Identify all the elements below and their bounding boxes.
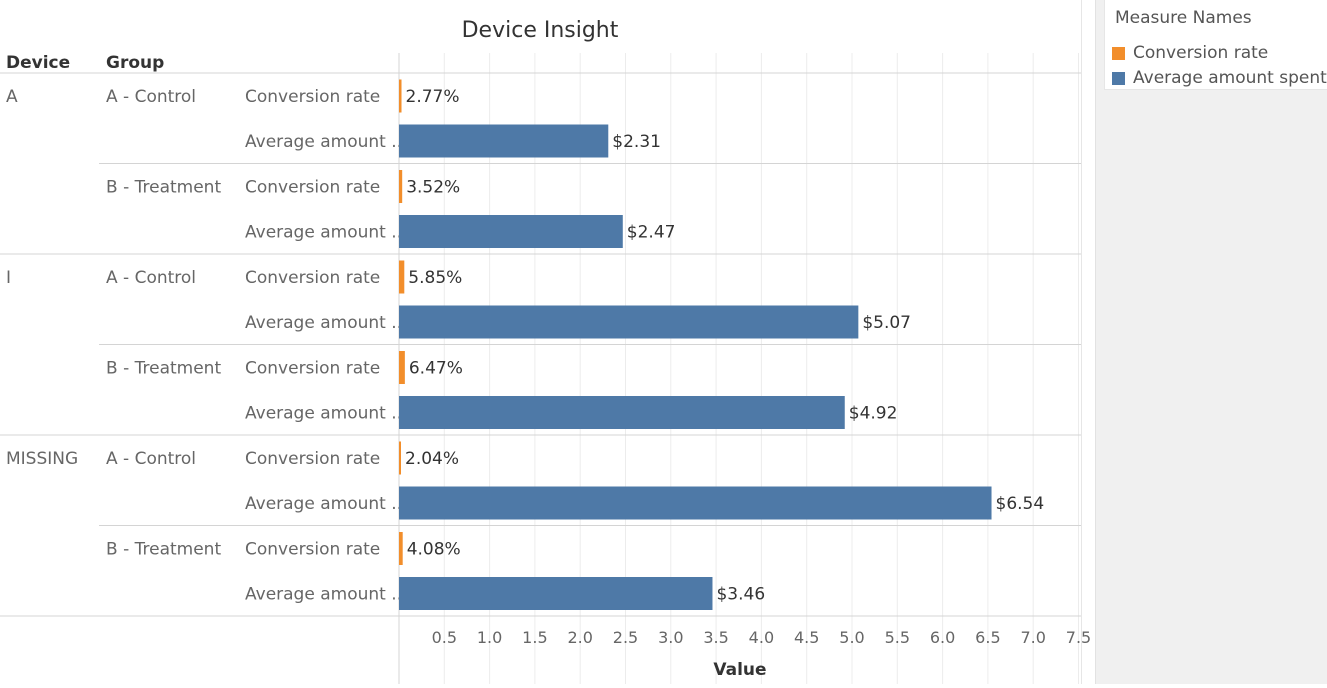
data-label: 3.52% bbox=[406, 178, 460, 198]
measure-label: Conversion rate bbox=[245, 87, 380, 107]
group-label: A - Control bbox=[106, 268, 196, 288]
x-tick-label: 0.5 bbox=[432, 628, 457, 647]
measure-label: Average amount .. bbox=[245, 313, 402, 333]
bar[interactable] bbox=[399, 351, 405, 384]
measure-label: Conversion rate bbox=[245, 178, 380, 198]
bar[interactable] bbox=[399, 305, 859, 339]
data-label: 6.47% bbox=[409, 359, 463, 379]
x-tick-label: 3.0 bbox=[658, 628, 683, 647]
x-tick-label: 6.5 bbox=[975, 628, 1000, 647]
legend-item-conversion-rate[interactable]: Conversion rate bbox=[1112, 43, 1268, 63]
x-tick-label: 2.0 bbox=[567, 628, 592, 647]
group-label: A - Control bbox=[106, 449, 196, 469]
x-tick-label: 7.5 bbox=[1066, 628, 1091, 647]
bar[interactable] bbox=[399, 577, 713, 610]
data-label: $5.07 bbox=[862, 313, 911, 333]
bar[interactable] bbox=[399, 215, 623, 248]
legend-label-average-amount-spent: Average amount spent bbox=[1133, 68, 1327, 88]
x-tick-label: 6.0 bbox=[930, 628, 955, 647]
data-label: 5.85% bbox=[408, 268, 462, 288]
bar[interactable] bbox=[399, 124, 609, 158]
bar[interactable] bbox=[399, 170, 403, 203]
device-label: I bbox=[6, 268, 11, 288]
legend-label-conversion-rate: Conversion rate bbox=[1133, 43, 1269, 63]
row-header-device: Device bbox=[6, 53, 70, 73]
measure-label: Average amount .. bbox=[245, 404, 402, 424]
legend-swatch-average-amount-spent bbox=[1112, 71, 1125, 85]
bar[interactable] bbox=[399, 260, 405, 294]
data-label: $4.92 bbox=[849, 404, 898, 424]
x-tick-label: 4.0 bbox=[749, 628, 774, 647]
group-label: B - Treatment bbox=[106, 359, 221, 379]
data-label: $6.54 bbox=[996, 494, 1045, 514]
data-label: 4.08% bbox=[407, 540, 461, 560]
bar-chart: Device Insight Device Group A A - Control Con… bbox=[0, 0, 1091, 684]
x-tick-label: 5.0 bbox=[839, 628, 864, 647]
side-panel: Measure Names Conversion rate Average am… bbox=[1095, 0, 1327, 684]
measure-label: Average amount .. bbox=[245, 494, 402, 514]
bar[interactable] bbox=[399, 396, 845, 429]
data-label: 2.77% bbox=[406, 87, 460, 107]
device-label: MISSING bbox=[6, 449, 78, 469]
legend[interactable]: Measure Names Conversion rate Average am… bbox=[1104, 0, 1327, 90]
group-label: A - Control bbox=[106, 87, 196, 107]
data-label: $2.31 bbox=[612, 132, 661, 152]
bar[interactable] bbox=[399, 79, 402, 113]
measure-label: Conversion rate bbox=[245, 359, 380, 379]
legend-item-average-amount-spent[interactable]: Average amount spent bbox=[1112, 68, 1327, 88]
bar[interactable] bbox=[399, 486, 992, 520]
measure-label: Average amount .. bbox=[245, 132, 402, 152]
bar[interactable] bbox=[399, 441, 401, 475]
data-label: $3.46 bbox=[716, 585, 765, 605]
data-label: 2.04% bbox=[405, 449, 459, 469]
x-tick-label: 1.0 bbox=[477, 628, 502, 647]
chart-area: Device Insight Device Group A A - Control Con… bbox=[0, 0, 1091, 684]
x-tick-label: 2.5 bbox=[613, 628, 638, 647]
bar[interactable] bbox=[399, 532, 403, 565]
legend-title: Measure Names bbox=[1115, 8, 1252, 28]
device-label: A bbox=[6, 87, 18, 107]
x-tick-label: 4.5 bbox=[794, 628, 819, 647]
measure-label: Average amount .. bbox=[245, 223, 402, 243]
x-axis-title: Value bbox=[713, 660, 766, 680]
measure-label: Conversion rate bbox=[245, 449, 380, 469]
data-label: $2.47 bbox=[627, 223, 676, 243]
group-label: B - Treatment bbox=[106, 178, 221, 198]
measure-label: Conversion rate bbox=[245, 268, 380, 288]
measure-label: Conversion rate bbox=[245, 540, 380, 560]
x-tick-label: 7.0 bbox=[1020, 628, 1045, 647]
x-tick-label: 3.5 bbox=[703, 628, 728, 647]
measure-label: Average amount .. bbox=[245, 585, 402, 605]
row-header-group: Group bbox=[106, 53, 164, 73]
group-label: B - Treatment bbox=[106, 540, 221, 560]
chart-title: Device Insight bbox=[462, 18, 619, 43]
x-tick-label: 1.5 bbox=[522, 628, 547, 647]
x-tick-label: 5.5 bbox=[885, 628, 910, 647]
legend-swatch-conversion-rate bbox=[1112, 46, 1125, 60]
